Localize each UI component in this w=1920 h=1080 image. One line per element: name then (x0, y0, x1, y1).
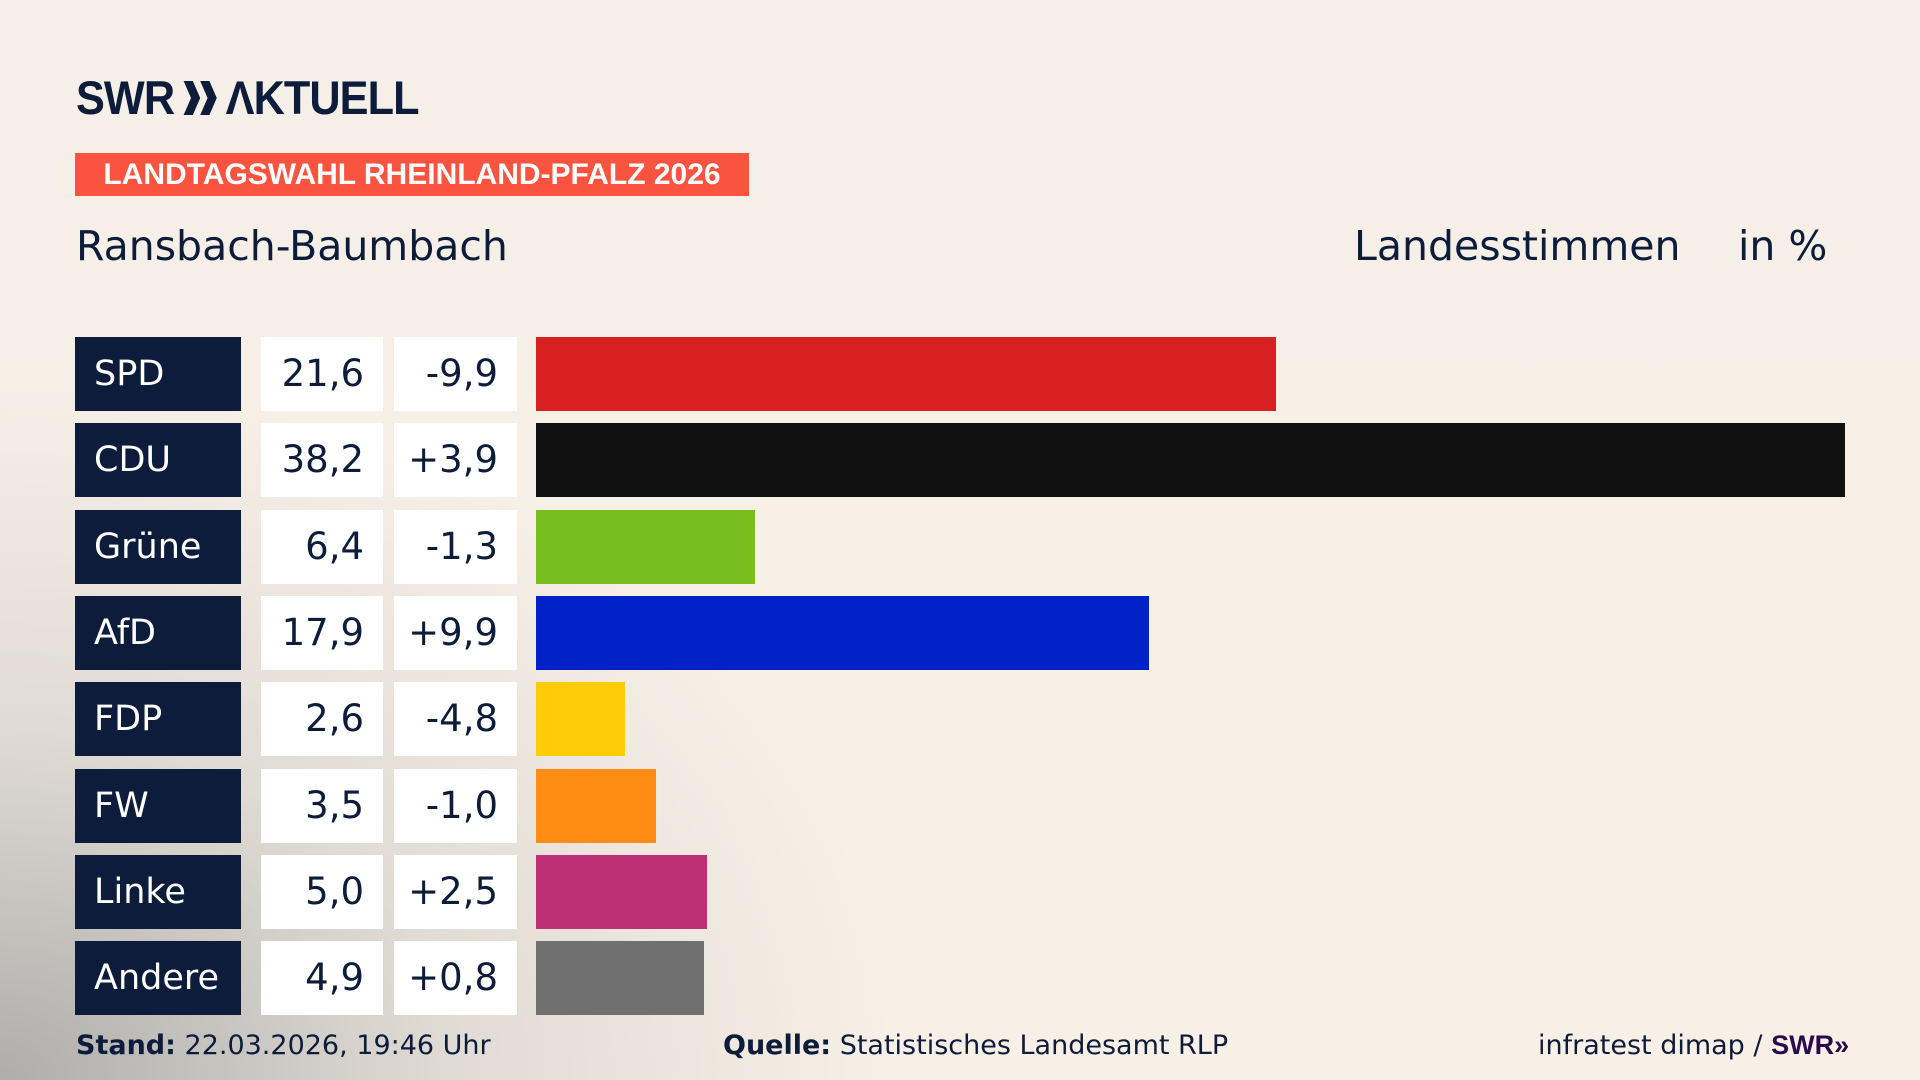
stand-value: 22.03.2026, 19:46 Uhr (184, 1030, 491, 1061)
credit-text: infratest dimap / (1538, 1030, 1763, 1061)
bar (536, 768, 656, 843)
party-label: Linke (75, 854, 241, 929)
value-label: 5,0 (261, 854, 383, 929)
value-label: 21,6 (261, 337, 383, 411)
value-label: 17,9 (261, 595, 383, 670)
value-label: 3,5 (261, 768, 383, 843)
party-row: SPD 21,6 -9,9 (75, 337, 1865, 411)
swr-small-logo: SWR (1771, 1030, 1835, 1060)
bar (536, 941, 704, 1016)
bar (536, 337, 1277, 411)
value-label: 2,6 (261, 682, 383, 757)
measure-label: Landesstimmen (1354, 222, 1681, 270)
source-label: Quelle: (723, 1030, 832, 1061)
bar (536, 595, 1150, 670)
diff-label: -4,8 (394, 682, 517, 757)
value-label: 38,2 (261, 423, 383, 498)
party-label: Andere (75, 941, 241, 1016)
diff-label: +0,8 (394, 941, 517, 1016)
party-row: FDP 2,6 -4,8 (75, 682, 1865, 757)
double-chevron-icon: » (1834, 1030, 1850, 1060)
party-row: CDU 38,2 +3,9 (75, 423, 1865, 498)
election-banner: LANDTAGSWAHL RHEINLAND-PFALZ 2026 (75, 153, 749, 196)
double-chevron-icon (183, 80, 217, 115)
swr-aktuell-logo: SWR ΛKTUELL (76, 71, 420, 124)
source-value: Statistisches Landesamt RLP (839, 1030, 1229, 1061)
party-row: Grüne 6,4 -1,3 (75, 509, 1865, 584)
diff-label: -1,0 (394, 768, 517, 843)
party-row: Linke 5,0 +2,5 (75, 854, 1865, 929)
party-label: AfD (75, 595, 241, 670)
value-label: 6,4 (261, 509, 383, 584)
unit-label: in % (1738, 222, 1828, 270)
party-row: AfD 17,9 +9,9 (75, 595, 1865, 670)
diff-label: +3,9 (394, 423, 517, 498)
party-label: FDP (75, 682, 241, 757)
region-title: Ransbach-Baumbach (76, 222, 508, 270)
timestamp: Stand: 22.03.2026, 19:46 Uhr (76, 1030, 491, 1061)
party-label: SPD (75, 337, 241, 411)
bar (536, 682, 626, 757)
party-row: FW 3,5 -1,0 (75, 768, 1865, 843)
party-label: CDU (75, 423, 241, 498)
value-label: 4,9 (261, 941, 383, 1016)
party-row: Andere 4,9 +0,8 (75, 941, 1865, 1016)
diff-label: -9,9 (394, 337, 517, 411)
bar (536, 854, 708, 929)
bar (536, 423, 1845, 498)
diff-label: +9,9 (394, 595, 517, 670)
stand-label: Stand: (76, 1030, 176, 1061)
diff-label: +2,5 (394, 854, 517, 929)
bar (536, 509, 756, 584)
party-label: FW (75, 768, 241, 843)
diff-label: -1,3 (394, 509, 517, 584)
credit: infratest dimap / SWR» (1538, 1030, 1849, 1061)
source: Quelle: Statistisches Landesamt RLP (723, 1030, 1228, 1061)
party-label: Grüne (75, 509, 241, 584)
